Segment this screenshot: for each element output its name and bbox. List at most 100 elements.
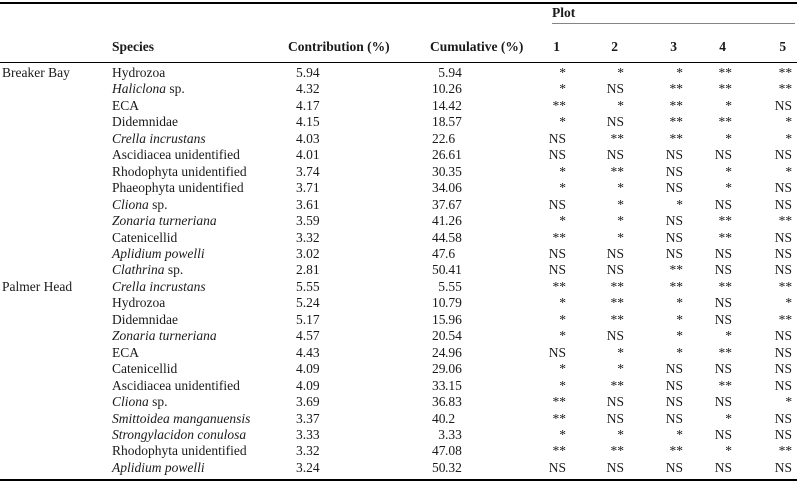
header-spacer (0, 3, 540, 24)
species-name: ECA (112, 97, 139, 113)
species-name: Ascidiacea unidentified (112, 147, 240, 163)
species-name-italic: Smittoidea manganuensis (112, 410, 251, 426)
table-row: Didemnidae 4.15 18.57 * NS ** ** * (0, 114, 797, 130)
contribution-value: 5.17 (296, 311, 320, 327)
plot-3-significance: ** (669, 81, 684, 97)
species-name: Catenicellid (112, 361, 178, 377)
species-name: ECA (112, 344, 139, 360)
cumulative-value: 37.67 (432, 196, 462, 212)
table-row: Ascidiacea unidentified 4.09 33.15 * ** NS ** N… (0, 378, 797, 394)
species-name-italic: Zonaria turneriana (112, 213, 217, 229)
plot-5-significance: NS (774, 180, 793, 196)
table-row: Phaeophyta unidentified 3.71 34.06 * * NS * NS (0, 180, 797, 196)
plot-4-significance: NS (714, 459, 732, 475)
table-row: Zonaria turneriana 3.59 41.26 * * NS ** ** (0, 213, 797, 229)
contribution-value: 4.01 (296, 147, 320, 163)
species-name: Didemnidae (112, 114, 178, 130)
plot-1-significance: * (559, 114, 566, 130)
table-row: Ascidiacea unidentified 4.01 26.61 NS NS NS NS… (0, 147, 797, 163)
plot-2-significance: * (617, 180, 624, 196)
species-name: Aplidium powelli (110, 246, 286, 262)
site-label (0, 295, 110, 311)
table-row: Haliclona sp. 4.32 10.26 * NS ** ** ** (0, 81, 797, 97)
species-name: Cliona sp. (112, 196, 168, 212)
plot-4-significance: ** (718, 81, 733, 97)
plot-1-significance: * (559, 361, 566, 377)
plot-2-significance: NS (606, 81, 624, 97)
plot-3-significance: ** (669, 130, 684, 146)
column-header-row: Species Contribution (%) Cumulative (%) … (0, 24, 797, 63)
table-row: Catenicellid 4.09 29.06 * * NS NS NS (0, 361, 797, 377)
species-name-italic: Clathrina (112, 262, 165, 278)
cumulative-column-header: Cumulative (%) (420, 24, 540, 63)
plot-5-significance: NS (774, 229, 793, 245)
species-name: Aplidium powelli (110, 460, 286, 480)
site-label: Palmer Head (2, 278, 73, 294)
table-row: Rhodophyta unidentified 3.32 47.08 ** ** ** * *… (0, 443, 797, 459)
cumulative-value: 50.41 (432, 262, 462, 278)
cumulative-value: 29.06 (432, 361, 462, 377)
plot-group-header-row: Plot (0, 3, 797, 24)
plot-5-significance: NS (774, 262, 793, 278)
plot-4-significance: NS (714, 262, 732, 278)
site-label (0, 131, 110, 147)
plot-4-significance: ** (718, 229, 733, 245)
plot-3-column-header: 3 (624, 24, 683, 63)
plot-4-significance: ** (718, 377, 733, 393)
plot-1-significance: * (559, 426, 566, 442)
plot-3-significance: ** (669, 114, 684, 130)
site-label (0, 312, 110, 328)
contribution-value: 3.33 (296, 426, 320, 442)
plot-1-significance: * (559, 295, 566, 311)
contribution-value: 4.03 (296, 130, 320, 146)
table-row: Crella incrustans 4.03 22.6 NS ** ** * * (0, 131, 797, 147)
plot-1-significance: NS (548, 262, 566, 278)
plot-4-significance: NS (714, 311, 732, 327)
species-name: Ascidiacea unidentified (112, 377, 240, 393)
plot-3-significance: ** (669, 443, 684, 459)
plot-4-column-header: 4 (683, 24, 732, 63)
cumulative-value: 26.61 (432, 147, 462, 163)
site-label (0, 361, 110, 377)
site-label (0, 246, 110, 262)
species-name: Crella incrustans (110, 279, 286, 295)
table-row: Aplidium powelli 3.24 50.32 NS NS NS NS NS (0, 460, 797, 480)
plot-4-significance: * (725, 328, 732, 344)
site-label (0, 427, 110, 443)
site-label (0, 114, 110, 130)
species-name-italic: Cliona (112, 196, 149, 212)
plot-2-significance: ** (610, 163, 625, 179)
contribution-value: 3.32 (296, 443, 320, 459)
plot-3-significance: NS (665, 361, 683, 377)
site-label (0, 81, 110, 97)
table-row: Cliona sp. 3.69 36.83 ** NS NS NS * (0, 394, 797, 410)
table-row: Cliona sp. 3.61 37.67 NS * * NS NS (0, 197, 797, 213)
contribution-value: 3.59 (296, 213, 320, 229)
table-row: Didemnidae 5.17 15.96 * ** * NS ** (0, 312, 797, 328)
cumulative-value: 34.06 (432, 180, 462, 196)
plot-1-significance: * (559, 377, 566, 393)
plot-5-significance: * (785, 114, 793, 130)
plot-3-significance: NS (665, 180, 683, 196)
contribution-value: 5.24 (296, 295, 320, 311)
site-label (0, 164, 110, 180)
plot-5-significance: NS (774, 361, 793, 377)
plot-group-label: Plot (552, 6, 796, 24)
species-name: Phaeophyta unidentified (112, 180, 244, 196)
plot-2-significance: * (617, 229, 624, 245)
species-name: Strongylacidon conulosa (110, 427, 286, 443)
plot-5-significance: ** (778, 81, 793, 97)
cumulative-value: 10.26 (432, 81, 462, 97)
plot-5-significance: NS (774, 426, 793, 442)
plot-1-significance: * (559, 163, 566, 179)
contribution-value: 3.74 (296, 163, 320, 179)
table-row: Strongylacidon conulosa 3.33 3.33 * * * NS NS (0, 427, 797, 443)
site-label (0, 230, 110, 246)
contribution-value: 4.17 (296, 97, 320, 113)
plot-5-significance: NS (774, 147, 793, 163)
plot-1-significance: NS (548, 459, 566, 475)
table-body: Breaker Bay Hydrozoa 5.94 5.94 * * * ** ** Halicl… (0, 63, 797, 481)
cumulative-value: 36.83 (432, 394, 462, 410)
plot-3-significance: * (676, 426, 683, 442)
